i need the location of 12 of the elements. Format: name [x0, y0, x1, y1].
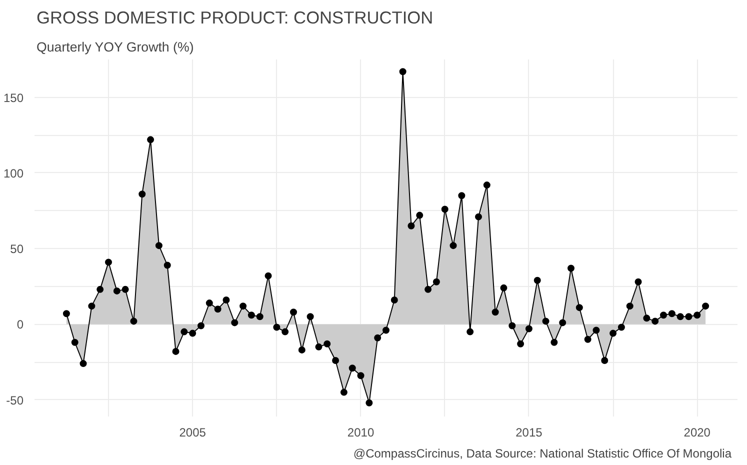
x-tick-label: 2005: [179, 426, 206, 440]
chart-subtitle: Quarterly YOY Growth (%): [36, 40, 194, 54]
text: @CompassCircinus, Data Source: National Statistic Office Of Mongolia: [353, 446, 732, 460]
y-tick-label: -50: [6, 393, 24, 408]
y-tick-label: 50: [10, 242, 24, 256]
x-tick-label: 2020: [684, 426, 711, 440]
y-tick-label: 100: [3, 166, 24, 180]
chart-title: GROSS DOMESTIC PRODUCT: CONSTRUCTION: [36, 8, 434, 28]
x-tick-label: 2015: [516, 426, 543, 440]
y-tick-label: 150: [3, 90, 24, 105]
y-tick-label: 0: [16, 318, 24, 332]
x-tick-label: 2010: [347, 426, 374, 440]
